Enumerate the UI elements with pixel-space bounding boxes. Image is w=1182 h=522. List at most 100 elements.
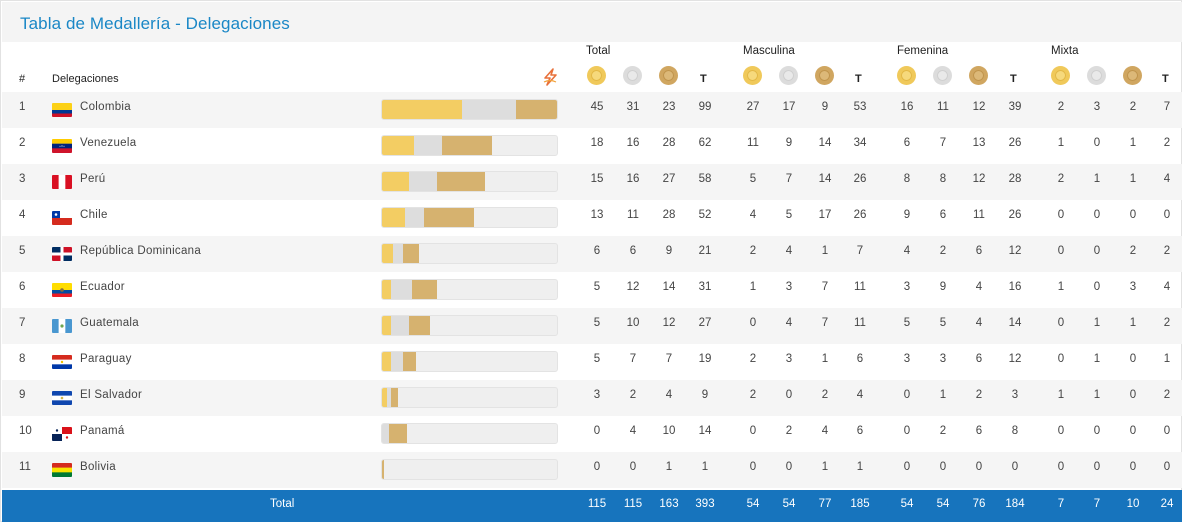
femenina-total-cell: 28 [1008,173,1022,185]
masculina-silver-cell: 5 [785,209,793,221]
masculina-bronze-cell: 4 [821,425,829,437]
delegation-name[interactable]: Guatemala [80,317,139,329]
masculina-gold-cell: 0 [749,461,757,473]
mixta-gold-cell: 0 [1057,353,1065,365]
gold-bar-segment [382,280,391,299]
bronze-medal-icon [814,66,834,85]
total-bronze-cell: 27 [662,173,676,185]
gold-medal-icon [742,66,762,85]
masculina-total-column-header: T [855,73,862,85]
masculina-bronze-cell: 17 [818,209,832,221]
delegation-name[interactable]: República Dominicana [80,245,202,257]
femenina-bronze-cell: 4 [975,281,983,293]
gold-bar-segment [382,388,388,407]
masculina-gold-cell: 2 [749,245,757,257]
mixta-bronze-cell: 0 [1129,389,1137,401]
gold-bar-segment [382,172,409,191]
table-row[interactable]: 10 Panamá 0 4 10 14 0 2 4 6 0 2 6 8 0 0 0 0 [2,416,1182,452]
femenina-gold-cell: 3 [903,281,911,293]
chile-flag-icon [52,211,72,225]
delegation-name[interactable]: Colombia [80,101,131,113]
femenina-silver-cell: 7 [939,137,947,149]
mixta-total-cell: 0 [1163,425,1171,437]
delegation-name[interactable]: Ecuador [80,281,125,293]
medal-distribution-bar [381,315,558,336]
femenina-bronze-cell: 12 [972,173,986,185]
delegation-name[interactable]: Panamá [80,425,125,437]
mixta-silver-cell: 1 [1093,389,1101,401]
panama-flag-icon [52,427,72,441]
table-row[interactable]: 9 El Salvador 3 2 4 9 2 0 2 4 0 1 2 3 1 1 0 2 [2,380,1182,416]
rank-cell: 9 [19,389,26,401]
total-silver-cell: 0 [629,461,637,473]
colombia-flag-icon [52,103,72,117]
totals-row: Total 115 115 163 393 54 54 77 185 54 54 76 184 7 7 10… [2,490,1182,522]
total-gold-cell: 3 [593,389,601,401]
gold-medal-icon [1050,66,1070,85]
table-row[interactable]: 5 República Dominicana 6 6 9 21 2 4 1 7 4 2 6 12 0 0 2 2 [2,236,1182,272]
table-row[interactable]: 7 Guatemala 5 10 12 27 0 4 7 11 5 5 4 14 0 1 1 2 [2,308,1182,344]
total-gold-cell: 0 [593,461,601,473]
table-row[interactable]: 4 Chile 13 11 28 52 4 5 17 26 9 6 11 26 0 0 0 0 [2,200,1182,236]
femenina-gold-cell: 0 [903,389,911,401]
total-gold-cell: 5 [593,353,601,365]
masculina-gold-cell: 4 [749,209,757,221]
mixta-bronze-cell: 0 [1129,353,1137,365]
femenina-silver-cell: 9 [939,281,947,293]
total-gold-cell: 0 [593,425,601,437]
mixta-silver-cell: 1 [1093,353,1101,365]
total-silver-cell: 31 [626,101,640,113]
mixta-silver-cell: 0 [1093,137,1101,149]
table-row[interactable]: 6 Ecuador 5 12 14 31 1 3 7 11 3 9 4 16 1 0 3 4 [2,272,1182,308]
delegation-name[interactable]: Perú [80,173,106,185]
table-row[interactable]: 11 Bolivia 0 0 1 1 0 0 1 1 0 0 0 0 0 0 0 0 [2,452,1182,488]
masculina-bronze-cell: 14 [818,173,832,185]
femenina-bronze-cell: 4 [975,317,983,329]
total-silver-cell: 7 [629,353,637,365]
total-gold-cell: 18 [590,137,604,149]
table-row[interactable]: 8 Paraguay 5 7 7 19 2 3 1 6 3 3 6 12 0 1 0 1 [2,344,1182,380]
total-bronze-cell: 14 [662,281,676,293]
totals-total-silver-cell: 115 [623,498,643,510]
masculina-silver-cell: 17 [782,101,796,113]
gold-bar-segment [382,208,405,227]
masculina-gold-cell: 0 [749,317,757,329]
femenina-silver-cell: 0 [939,461,947,473]
delegation-name[interactable]: Bolivia [80,461,116,473]
medal-distribution-bar [381,207,558,228]
bronze-bar-segment [403,352,416,371]
femenina-bronze-cell: 13 [972,137,986,149]
totals-femenina-total-cell: 184 [1005,498,1025,510]
mixta-total-cell: 0 [1163,209,1171,221]
total-bronze-cell: 1 [665,461,673,473]
silver-bar-segment [387,388,391,407]
table-row[interactable]: 1 Colombia 45 31 23 99 27 17 9 53 16 11 12 39 2 3 2 7 [2,92,1182,128]
masculina-bronze-cell: 9 [821,101,829,113]
mixta-gold-cell: 1 [1057,389,1065,401]
delegation-name[interactable]: Paraguay [80,353,132,365]
group-header-masculina: Masculina [743,45,795,57]
masculina-gold-cell: 5 [749,173,757,185]
masculina-gold-cell: 1 [749,281,757,293]
mixta-gold-cell: 2 [1057,173,1065,185]
bronze-medal-icon [658,66,678,85]
delegation-name[interactable]: Chile [80,209,108,221]
femenina-bronze-cell: 2 [975,389,983,401]
mixta-total-cell: 2 [1163,245,1171,257]
gold-bar-segment [382,352,391,371]
table-row[interactable]: 2 Venezuela 18 16 28 62 11 9 14 34 6 7 13 26 1 0 1 2 [2,128,1182,164]
delegation-name[interactable]: El Salvador [80,389,143,401]
total-bronze-cell: 7 [665,353,673,365]
femenina-total-cell: 14 [1008,317,1022,329]
masculina-bronze-cell: 14 [818,137,832,149]
table-row[interactable]: 3 Perú 15 16 27 58 5 7 14 26 8 8 12 28 2 1 1 4 [2,164,1182,200]
mixta-total-cell: 4 [1163,281,1171,293]
delegation-name[interactable]: Venezuela [80,137,137,149]
total-silver-cell: 10 [626,317,640,329]
totals-mixta-gold-cell: 7 [1057,498,1065,510]
total-silver-cell: 2 [629,389,637,401]
medal-distribution-bar [381,243,558,264]
masculina-gold-cell: 2 [749,389,757,401]
silver-bar-segment [408,172,437,191]
femenina-silver-cell: 11 [937,101,949,113]
